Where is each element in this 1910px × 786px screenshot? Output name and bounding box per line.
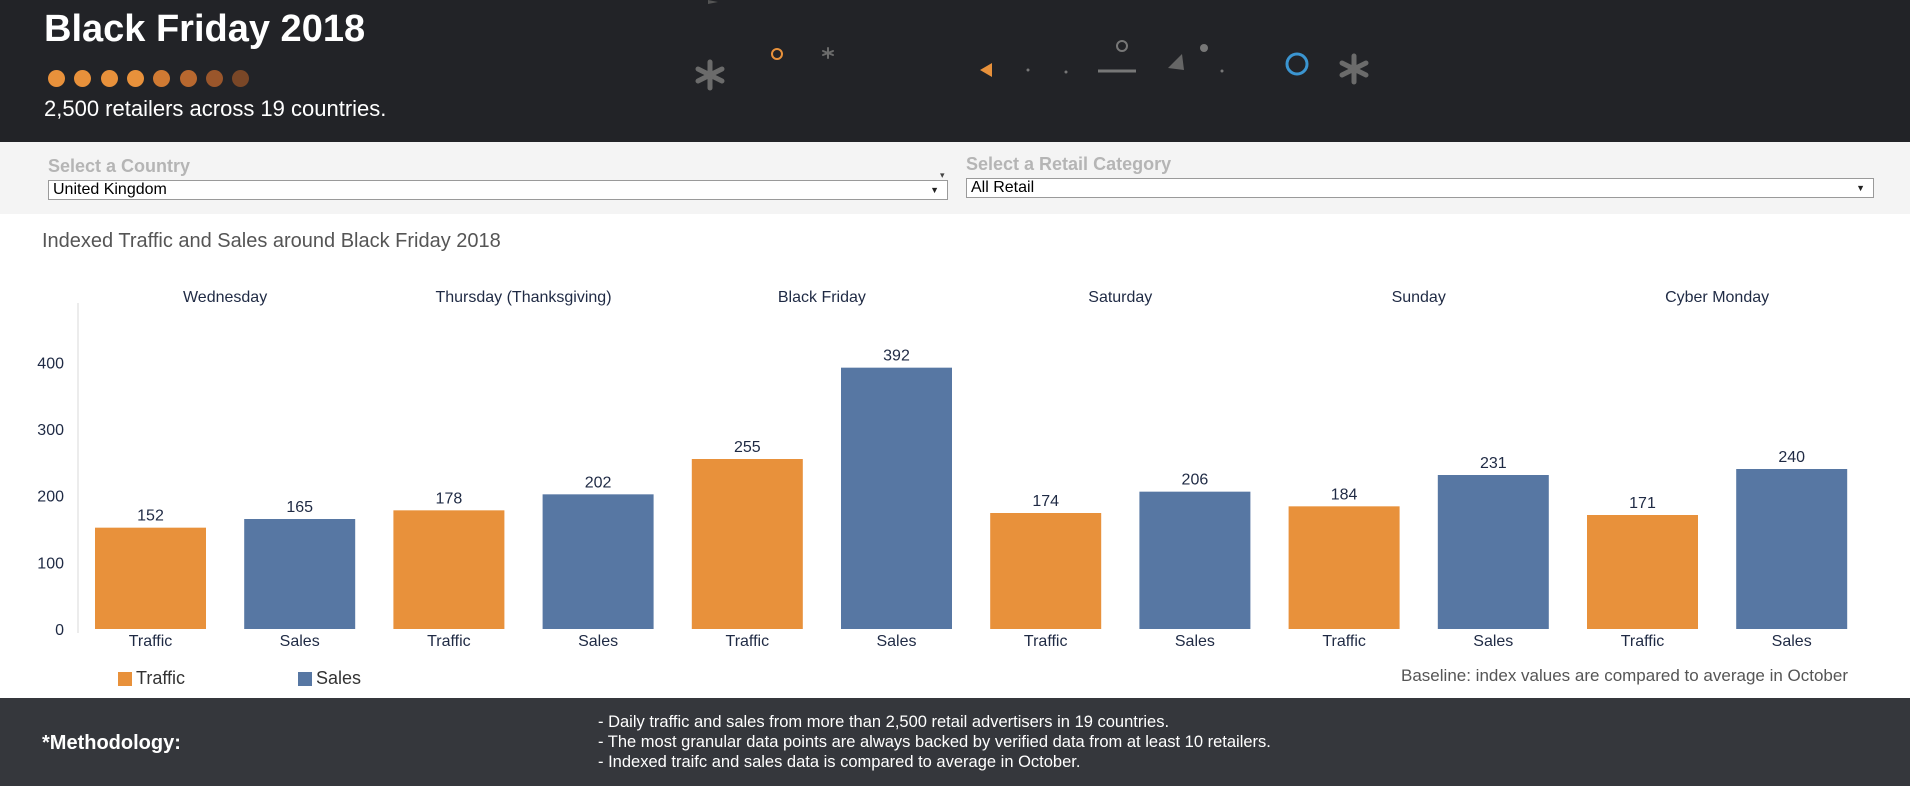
x-tick-label: Sales: [1473, 633, 1513, 650]
methodology-line: - The most granular data points are alwa…: [598, 733, 1271, 751]
page-subtitle: 2,500 retailers across 19 countries.: [44, 96, 387, 121]
data-label: 165: [286, 499, 313, 516]
bar-sales: [1139, 491, 1251, 629]
x-tick-label: Sales: [1175, 633, 1215, 650]
group-label: Thursday (Thanksgiving): [435, 289, 611, 306]
bar-sales: [244, 519, 356, 629]
y-tick-label: 400: [37, 355, 64, 372]
country-select[interactable]: United Kingdom ▼: [48, 180, 948, 200]
data-label: 178: [436, 490, 463, 507]
filter-bar: Select a Country ▾ United Kingdom ▼ Sele…: [0, 142, 1910, 214]
bar-sales: [1437, 475, 1549, 629]
x-tick-label: Traffic: [427, 633, 471, 650]
y-tick-label: 100: [37, 555, 64, 572]
methodology-lines: - Daily traffic and sales from more than…: [598, 712, 1271, 772]
progress-dot: [74, 70, 92, 87]
progress-dot: [126, 70, 144, 87]
x-tick-label: Traffic: [1322, 633, 1366, 650]
data-label: 392: [883, 348, 910, 365]
group-label: Saturday: [1088, 289, 1152, 306]
methodology-line: - Indexed traifc and sales data is compa…: [598, 753, 1081, 771]
legend-label: Sales: [316, 668, 362, 688]
y-tick-label: 300: [37, 422, 64, 439]
y-tick-label: 0: [55, 622, 64, 639]
chevron-down-icon: ▼: [1856, 183, 1865, 193]
data-label: 202: [585, 474, 612, 491]
category-select-value: All Retail: [971, 179, 1035, 196]
bar-traffic: [393, 510, 505, 629]
decorative-shapes: [695, 0, 1369, 91]
bar-traffic: [990, 513, 1102, 629]
x-tick-label: Sales: [280, 633, 320, 650]
baseline-note: Baseline: index values are compared to a…: [1401, 666, 1848, 685]
caret-down-icon: ▾: [940, 170, 945, 180]
chevron-down-icon: ▼: [930, 185, 939, 195]
progress-dot: [48, 70, 65, 87]
y-tick-label: 200: [37, 489, 64, 506]
data-label: 206: [1182, 472, 1209, 489]
x-tick-label: Sales: [1772, 633, 1812, 650]
bar-chart: 0 100 200 300 400 Wednesday 152 Traffic 165 Sales…: [37, 289, 1848, 650]
legend-swatch: [298, 672, 312, 686]
methodology-line: - Daily traffic and sales from more than…: [598, 713, 1170, 731]
x-tick-label: Traffic: [1024, 633, 1068, 650]
data-label: 174: [1032, 493, 1059, 510]
country-filter-label: Select a Country: [48, 156, 191, 176]
chart-title: Indexed Traffic and Sales around Black F…: [42, 230, 501, 252]
group-label: Wednesday: [183, 289, 267, 306]
bar-sales: [542, 494, 654, 629]
page-title: Black Friday 2018: [44, 8, 366, 50]
progress-dot: [179, 70, 197, 87]
progress-dot: [153, 70, 171, 87]
x-tick-label: Traffic: [129, 633, 173, 650]
legend-label: Traffic: [136, 668, 186, 688]
bar-traffic: [95, 527, 206, 629]
progress-dot: [232, 70, 250, 87]
legend-swatch: [118, 672, 132, 686]
data-label: 231: [1480, 455, 1507, 472]
group-label: Cyber Monday: [1665, 289, 1769, 306]
data-label: 184: [1331, 486, 1358, 503]
header-banner: Black Friday 2018 2,500 retailers across…: [0, 0, 1910, 142]
data-label: 152: [137, 508, 164, 525]
x-tick-label: Traffic: [726, 633, 770, 650]
chart-legend: Traffic Sales: [118, 668, 418, 690]
bar-sales: [1736, 469, 1848, 629]
data-label: 255: [734, 439, 761, 456]
progress-dot: [205, 70, 223, 87]
x-tick-label: Traffic: [1621, 633, 1665, 650]
category-filter-label: Select a Retail Category: [966, 154, 1172, 174]
data-label: 171: [1629, 495, 1656, 512]
data-label: 240: [1778, 449, 1805, 466]
category-select[interactable]: All Retail ▼: [966, 178, 1874, 198]
x-tick-label: Sales: [578, 633, 618, 650]
group-label: Sunday: [1392, 289, 1446, 306]
progress-dot: [100, 70, 118, 87]
methodology-footer: *Methodology: - Daily traffic and sales …: [0, 698, 1910, 786]
group-label: Black Friday: [778, 289, 866, 306]
bar-sales: [841, 367, 952, 629]
bar-traffic: [1587, 515, 1698, 629]
bar-traffic: [1288, 506, 1400, 629]
x-tick-label: Sales: [876, 633, 916, 650]
bar-traffic: [691, 459, 803, 629]
methodology-label: *Methodology:: [42, 732, 181, 754]
country-select-value: United Kingdom: [53, 181, 167, 198]
